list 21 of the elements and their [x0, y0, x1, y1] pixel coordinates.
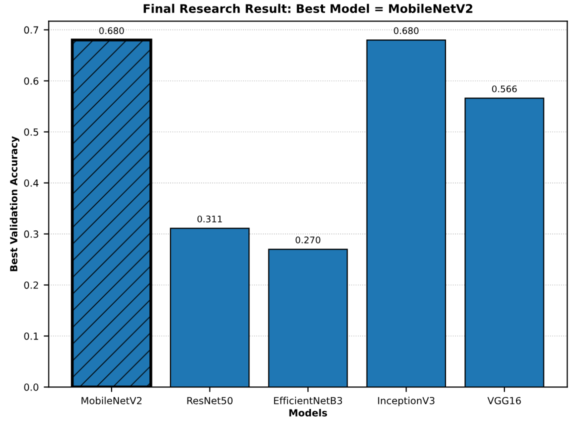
y-tick-label: 0.7 — [24, 26, 38, 34]
y-tick-label: 0.6 — [24, 77, 38, 85]
data-label: 0.566 — [492, 85, 517, 92]
x-tick-label: EfficientNetB3 — [274, 396, 342, 404]
x-tick-label: VGG16 — [487, 396, 521, 404]
chart-title: Final Research Result: Best Model = MobileNetV2 — [144, 4, 472, 13]
data-label: 0.270 — [296, 236, 320, 244]
y-tick-label: 0.3 — [24, 230, 38, 238]
data-label: 0.680 — [99, 27, 124, 34]
x-tick-label: InceptionV3 — [378, 396, 434, 406]
x-axis-title: Models — [289, 408, 328, 416]
data-label: 0.680 — [394, 27, 419, 34]
y-tick-label: 0.5 — [24, 128, 38, 136]
y-tick-label: 0.0 — [24, 384, 38, 391]
y-tick-label: 0.1 — [24, 332, 38, 340]
y-tick-label: 0.4 — [24, 179, 38, 187]
y-tick-label: 0.2 — [24, 281, 38, 289]
x-tick-label: MobileNetV2 — [82, 396, 142, 404]
y-axis-title: Best Validation Accuracy — [10, 136, 20, 272]
data-label: 0.311 — [197, 216, 222, 222]
x-tick-label: ResNet50 — [187, 396, 233, 404]
